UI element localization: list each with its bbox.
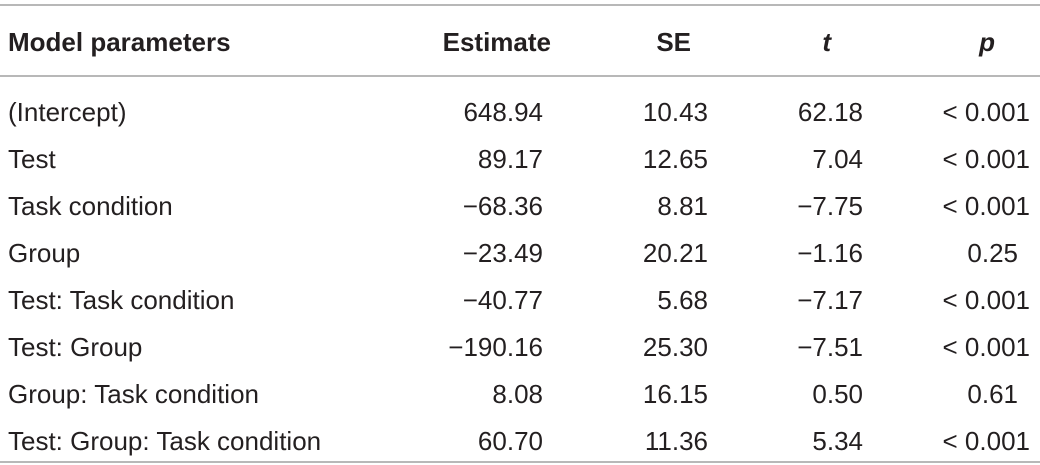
table-row: Task condition −68.36 8.81 −7.75 < 0.001 xyxy=(0,183,1040,230)
table-row: Test: Group: Task condition 60.70 11.36 … xyxy=(0,418,1040,465)
row-parameter-name: Task condition xyxy=(8,191,173,221)
row-t: 62.18 xyxy=(797,97,863,127)
row-se: 25.30 xyxy=(642,332,708,362)
row-parameter-name: (Intercept) xyxy=(8,97,127,127)
table-row: Group −23.49 20.21 −1.16 0.25 xyxy=(0,230,1040,277)
row-t: 5.34 xyxy=(812,426,863,456)
row-t: −7.51 xyxy=(797,332,863,362)
row-estimate: −40.77 xyxy=(462,285,543,315)
row-p: < 0.001 xyxy=(942,332,1030,362)
header-model-parameters: Model parameters xyxy=(8,27,231,57)
header-estimate: Estimate xyxy=(442,27,551,57)
table-row: Group: Task condition 8.08 16.15 0.50 0.… xyxy=(0,371,1040,418)
header-se: SE xyxy=(656,27,691,57)
row-p: < 0.001 xyxy=(942,285,1030,315)
row-se: 16.15 xyxy=(642,379,708,409)
table-row: Test: Task condition −40.77 5.68 −7.17 <… xyxy=(0,277,1040,324)
row-parameter-name: Test: Task condition xyxy=(8,285,235,315)
table-header-rule xyxy=(0,75,1040,77)
row-estimate: −23.49 xyxy=(462,238,543,268)
row-estimate: 8.08 xyxy=(492,379,543,409)
table-row: Test 89.17 12.65 7.04 < 0.001 xyxy=(0,136,1040,183)
row-parameter-name: Group xyxy=(8,238,81,268)
row-estimate: −68.36 xyxy=(462,191,543,221)
table-row: (Intercept) 648.94 10.43 62.18 < 0.001 xyxy=(0,89,1040,136)
row-p: < 0.001 xyxy=(942,144,1030,174)
row-p: 0.25 xyxy=(967,238,1018,268)
row-se: 11.36 xyxy=(644,426,708,456)
row-p: < 0.001 xyxy=(942,191,1030,221)
header-p: p xyxy=(979,27,995,57)
table-header-row: Model parameters Estimate SE t p xyxy=(0,17,1040,67)
header-t: t xyxy=(822,27,831,57)
row-se: 10.43 xyxy=(642,97,708,127)
row-p: < 0.001 xyxy=(942,426,1030,456)
row-parameter-name: Test: Group: Task condition xyxy=(8,426,322,456)
row-t: −7.75 xyxy=(797,191,863,221)
row-t: −7.17 xyxy=(797,285,863,315)
row-t: −1.16 xyxy=(797,238,863,268)
row-se: 12.65 xyxy=(642,144,708,174)
row-t: 0.50 xyxy=(812,379,863,409)
row-estimate: 89.17 xyxy=(477,144,543,174)
table-row: Test: Group −190.16 25.30 −7.51 < 0.001 xyxy=(0,324,1040,371)
row-estimate: −190.16 xyxy=(448,332,543,362)
row-se: 20.21 xyxy=(642,238,708,268)
row-t: 7.04 xyxy=(812,144,863,174)
row-parameter-name: Test: Group xyxy=(8,332,143,362)
table-top-rule xyxy=(0,4,1040,6)
row-p: < 0.001 xyxy=(942,97,1030,127)
row-estimate: 648.94 xyxy=(463,97,543,127)
row-parameter-name: Group: Task condition xyxy=(8,379,259,409)
row-parameter-name: Test xyxy=(8,144,56,174)
row-estimate: 60.70 xyxy=(477,426,543,456)
row-se: 8.81 xyxy=(657,191,708,221)
row-se: 5.68 xyxy=(657,285,708,315)
table-bottom-rule xyxy=(0,461,1040,463)
row-p: 0.61 xyxy=(967,379,1018,409)
